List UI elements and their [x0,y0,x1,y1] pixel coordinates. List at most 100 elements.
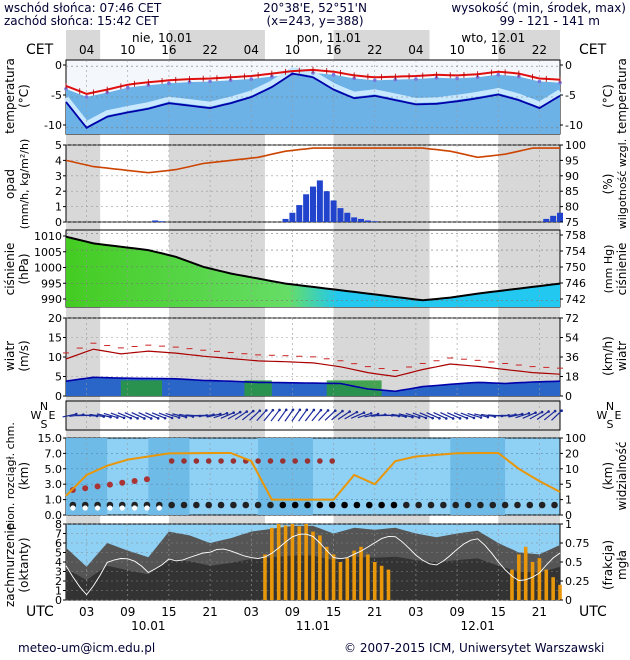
hour-label-top: 22 [532,43,547,57]
wind-arrow [440,412,454,419]
fog-bar [530,562,535,600]
compass-s: S [607,418,614,431]
wind-arrow [158,412,173,419]
tick-label-left: 1 [55,201,62,214]
precip-label-left: opad [3,169,17,199]
dewpoint-dot [331,72,336,77]
wind-arrow [447,412,461,419]
footer-email[interactable]: meteo-um@icm.edu.pl [18,641,155,655]
precip-bar [303,194,310,222]
compass-e: E [49,409,56,422]
fog-unit-right: (frakcja) [601,540,615,590]
fog-bar [338,562,343,600]
hour-label-top: 04 [408,43,423,57]
hour-label-top: 04 [79,43,94,57]
dewpoint-dot [208,79,212,84]
fog-bar [366,554,370,600]
wind-arrow-head [451,417,455,420]
tick-label-right: 0 [565,390,572,403]
wind-arrow-head [258,409,262,412]
tick-label-left: -10 [44,119,62,132]
tick-label-left: 4 [55,556,62,569]
footer-copyright: © 2007-2015 ICM, Uniwersytet Warszawski [344,641,604,655]
wind-arrow [337,411,351,420]
cloud-dot-low [514,501,521,509]
compass-n: N [606,400,614,413]
cloud-dot-white [82,505,88,511]
wind-arrow [311,409,322,422]
tick-label-left: 0 [55,594,62,607]
dewpoint-dot [167,81,171,86]
tick-label-left: 1000 [34,262,62,275]
hour-label-bottom: 03 [244,605,259,619]
day-label-top: nie, 10.01 [132,31,192,45]
hour-label-top: 04 [244,43,259,57]
precip-bar [310,186,316,222]
dewpoint-dot [372,78,377,83]
wind-arrow [419,412,433,419]
fog-bar [276,524,281,600]
wind-arrow [350,412,365,419]
tick-label-right: -5 [565,89,576,102]
tick-label-right: -10 [565,119,583,132]
wind-arrow [405,412,420,419]
wind-arrow-head [411,415,414,419]
wind-arrow-head [136,417,139,420]
wind-arrow [426,412,440,419]
cloud-dot-white [156,505,162,511]
temp-unit-left: (°C) [17,84,31,108]
hour-label-bottom: 09 [285,605,300,619]
wind-arrow [291,409,301,422]
tick-label-right: 0 [565,509,572,522]
precip-bar [543,218,550,222]
cloud-dot-high [317,458,323,464]
cloud-dot-high [181,458,187,464]
tick-label-right: 90 [565,170,579,183]
compass-s: S [41,418,48,431]
precip-bar [323,191,330,222]
wind-arrow-head [355,410,359,414]
wind-arrow-head [122,416,126,420]
fog-bar [318,535,322,600]
grid-text: (x=243, y=388) [266,14,363,28]
cloud-dot-low [452,501,460,509]
date-label-bottom: 10.01 [131,619,165,633]
precip-bar [364,220,371,222]
wind-arrow-head [149,417,153,420]
wind-arrow-head [298,408,302,412]
cloud-dot-low [551,501,558,509]
tick-label-left: 5.0 [45,463,63,476]
pressure-line [65,235,561,302]
wind-arrow [172,413,187,418]
wind-arrow [124,412,138,419]
wind-arrow [508,413,523,418]
wind-arrow [344,411,358,420]
cloud-dot-low [390,501,398,509]
panel-border [65,400,561,431]
wind-arrow-head [417,416,421,419]
tick-label-right: 54 [565,332,579,345]
cloud-dot-low [440,501,447,509]
wind-arrow-head [362,411,366,415]
hour-label-bottom: 21 [532,605,547,619]
tick-label-left: 1005 [34,246,62,259]
tick-label-right: 1 [565,494,572,507]
wind-arrow [364,413,379,418]
wind-arrow-head [333,409,337,413]
wind-arrow-head [305,408,309,412]
wind-arrow-head [534,411,537,414]
tick-label-left: 0 [55,216,62,229]
pressure-panel: 1010 1005 1000 995 990 758 754 750 746 742 [34,229,586,308]
wind-arrow [501,414,516,417]
tick-label-right: 80 [565,201,579,214]
fog-bar [517,554,521,600]
fog-bar [523,546,528,600]
cloud-dot-low [489,501,497,509]
tz-top-right: CET [579,42,607,58]
tick-label-left: 2 [55,185,62,198]
wind-arrow [249,410,261,421]
tick-label-left: 8 [55,518,62,531]
tick-label-left: 3.0 [45,478,63,491]
